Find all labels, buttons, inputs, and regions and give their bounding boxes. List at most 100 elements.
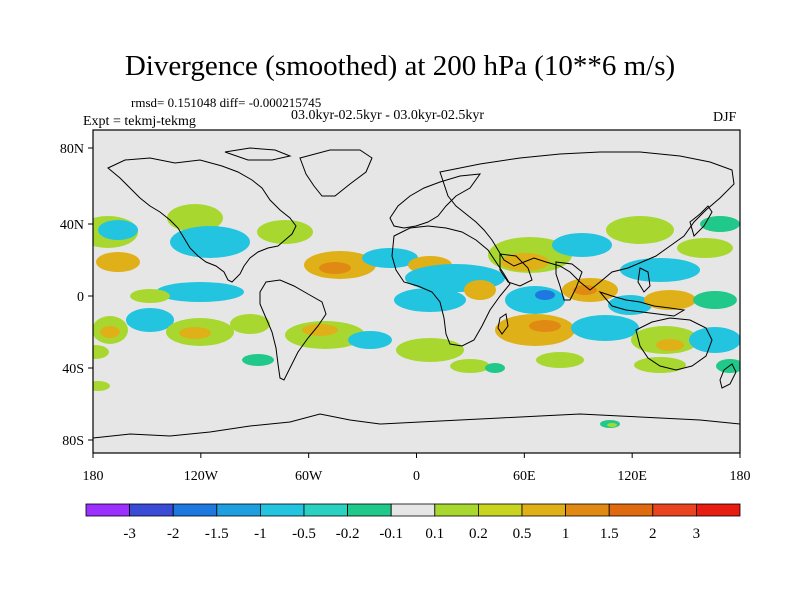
colorbar-swatch xyxy=(434,503,479,517)
colorbar-swatch xyxy=(85,503,130,517)
divergence-blob xyxy=(170,226,250,258)
divergence-blob xyxy=(573,285,597,295)
colorbar-label: -2 xyxy=(167,526,180,542)
coastlines xyxy=(93,147,740,439)
lon-tick-label: 180 xyxy=(83,469,104,484)
period-label: 03.0kyr-02.5kyr - 03.0kyr-02.5kyr xyxy=(291,108,485,123)
divergence-blob xyxy=(98,220,138,240)
divergence-blob xyxy=(505,286,565,314)
lon-tick-label: 0 xyxy=(413,469,420,484)
divergence-blob xyxy=(396,338,464,362)
coastline-europe xyxy=(389,173,482,229)
divergence-blob xyxy=(167,204,223,232)
divergence-blob xyxy=(634,357,686,373)
lat-tick-label: 40S xyxy=(62,362,84,377)
divergence-blob xyxy=(608,295,652,315)
divergence-blob xyxy=(179,327,211,339)
divergence-blob xyxy=(93,381,110,391)
coastline-asia xyxy=(439,151,735,291)
lon-tick-label: 120W xyxy=(184,469,219,484)
divergence-blob xyxy=(552,233,612,257)
divergence-blob xyxy=(606,216,674,244)
chart-title: Divergence (smoothed) at 200 hPa (10**6 … xyxy=(124,50,676,82)
divergence-field xyxy=(93,147,740,439)
coastline-greenland xyxy=(299,149,373,197)
colorbar-swatch xyxy=(172,503,218,517)
divergence-blob xyxy=(529,320,561,332)
colorbar-swatch xyxy=(652,503,697,517)
divergence-blob xyxy=(535,290,555,300)
divergence-blob xyxy=(607,423,617,427)
colorbar-label: -0.2 xyxy=(336,526,360,542)
colorbar-swatch xyxy=(259,503,305,517)
divergence-blob xyxy=(571,315,639,341)
colorbar-label: 1 xyxy=(562,526,570,542)
divergence-blob xyxy=(348,331,392,349)
coastline-japan xyxy=(689,205,713,237)
divergence-blob xyxy=(485,363,505,373)
colorbar-swatch xyxy=(303,503,348,517)
divergence-blob xyxy=(130,289,170,303)
divergence-blob xyxy=(230,314,270,334)
divergence-blob xyxy=(156,282,244,302)
colorbar-label: -3 xyxy=(123,526,136,542)
divergence-blob xyxy=(242,354,274,366)
colorbar-swatch xyxy=(477,503,523,517)
coastline-australia xyxy=(635,317,713,371)
divergence-blob xyxy=(700,216,740,232)
colorbar-swatch xyxy=(608,503,654,517)
colorbar-label: 3 xyxy=(693,526,701,542)
rmsd-diff-stats: rmsd= 0.151048 diff= -0.000215745 xyxy=(131,95,322,110)
colorbar-label: 0.2 xyxy=(469,526,488,542)
experiment-label: Expt = tekmj-tekmg xyxy=(83,114,196,129)
colorbar-swatch xyxy=(565,503,610,517)
divergence-blob xyxy=(450,359,490,373)
divergence-blob xyxy=(644,290,696,310)
lon-tick-label: 60E xyxy=(513,469,536,484)
divergence-blob xyxy=(96,252,140,272)
coastline-maritime-continent xyxy=(598,290,686,317)
lat-tick-label: 80N xyxy=(60,142,84,157)
divergence-blob xyxy=(93,345,109,359)
coastline-madagascar xyxy=(497,313,509,335)
divergence-blob xyxy=(677,238,733,258)
colorbar: -3 -2 -1.5 -1 -0.5 -0.2 -0.1 0.1 0.2 0.5 1 1.5 2 3 xyxy=(85,503,741,542)
divergence-blob xyxy=(620,258,700,282)
lon-axis: 180 120W 60W 0 60E 120E 180 xyxy=(83,453,751,484)
divergence-blob xyxy=(126,308,174,332)
coastline-india xyxy=(555,261,583,301)
lat-tick-label: 40N xyxy=(60,218,84,233)
colorbar-swatch xyxy=(216,503,261,517)
colorbar-swatch xyxy=(696,503,741,517)
coastline-new-zealand xyxy=(719,363,737,389)
lat-tick-label: 0 xyxy=(77,290,84,305)
lat-axis: 80N 40N 0 40S 80S xyxy=(60,142,93,449)
lon-tick-label: 60W xyxy=(295,469,323,484)
divergence-blob xyxy=(319,262,351,274)
coastline-philippines xyxy=(637,267,651,293)
divergence-blob xyxy=(394,288,466,312)
divergence-blob xyxy=(362,248,418,268)
colorbar-swatch xyxy=(347,503,392,517)
lon-tick-label: 120E xyxy=(617,469,647,484)
coastline-africa xyxy=(391,225,511,347)
divergence-blob xyxy=(716,359,740,373)
divergence-blob xyxy=(302,324,338,336)
coastline-north-america xyxy=(107,157,297,283)
divergence-blob xyxy=(656,339,684,351)
divergence-blob xyxy=(464,280,496,300)
coastline-south-america xyxy=(259,279,327,381)
colorbar-label: 0.5 xyxy=(513,526,532,542)
coastline-antarctica xyxy=(93,413,740,439)
colorbar-label: -0.5 xyxy=(292,526,316,542)
colorbar-label: -1 xyxy=(254,526,267,542)
colorbar-swatch xyxy=(390,503,436,517)
coastline-arabia xyxy=(499,253,533,287)
colorbar-swatch xyxy=(521,503,566,517)
colorbar-label: 1.5 xyxy=(600,526,619,542)
lat-tick-label: 80S xyxy=(62,434,84,449)
season-label: DJF xyxy=(713,110,737,125)
divergence-blob xyxy=(689,327,740,353)
colorbar-swatch xyxy=(129,503,174,517)
